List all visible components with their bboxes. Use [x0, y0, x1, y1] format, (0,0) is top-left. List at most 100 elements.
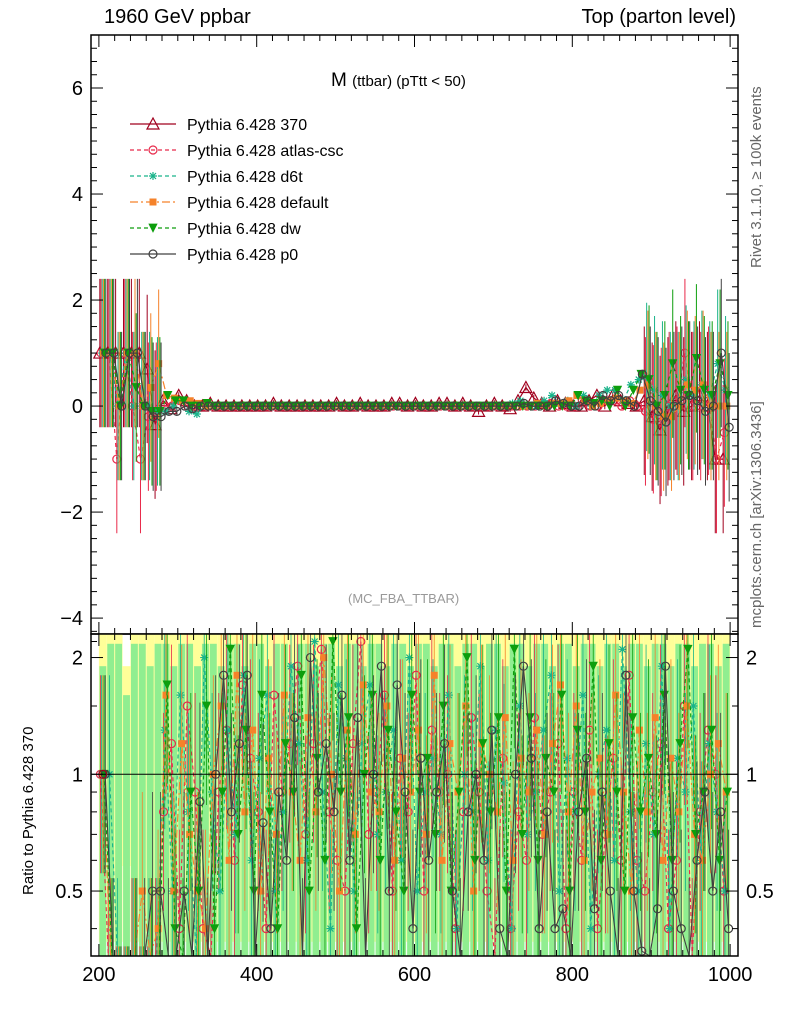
data-point [171, 396, 181, 406]
data-point [138, 887, 146, 895]
data-point [353, 713, 363, 723]
data-point [596, 855, 606, 866]
data-point [644, 375, 654, 385]
data-point [462, 702, 470, 710]
band-green [162, 643, 170, 956]
band-green [557, 643, 564, 956]
data-point [628, 385, 638, 396]
data-point [194, 886, 204, 896]
series-main-5 [101, 278, 734, 502]
data-point [683, 702, 691, 710]
data-point [501, 886, 512, 896]
data-point [645, 396, 655, 406]
data-point [564, 886, 575, 896]
data-point [644, 381, 652, 389]
data-point [589, 402, 597, 410]
data-point [156, 412, 166, 422]
data-point [628, 713, 638, 723]
data-point [722, 787, 733, 797]
legend-marker [148, 223, 158, 233]
data-point [320, 654, 328, 662]
data-point [462, 653, 472, 663]
data-point [379, 690, 390, 700]
data-point [637, 393, 652, 407]
data-point [660, 391, 670, 401]
data-point [170, 924, 180, 934]
legend-marker [148, 249, 158, 259]
data-point [517, 754, 525, 762]
series-main-2 [98, 278, 730, 486]
series-ratio-4 [100, 634, 734, 957]
data-point [422, 753, 433, 764]
data-point [550, 396, 561, 406]
data-point [699, 385, 709, 396]
data-point [547, 391, 556, 400]
data-point [612, 385, 623, 396]
data-point [186, 787, 196, 797]
data-point [249, 726, 257, 734]
series-line [103, 641, 728, 957]
data-point [186, 830, 194, 838]
data-point [618, 645, 627, 654]
data-point [140, 401, 150, 411]
data-point [257, 887, 265, 895]
data-point [602, 726, 611, 735]
data-point [605, 886, 615, 896]
data-point [180, 401, 190, 411]
data-point [518, 380, 533, 394]
data-point [454, 787, 464, 797]
data-point [596, 754, 604, 762]
data-point [603, 386, 612, 395]
data-point [162, 680, 172, 690]
data-point [677, 396, 687, 406]
data-point [555, 887, 564, 896]
chart-title: M (ttbar) (pTtt < 50) [331, 70, 466, 92]
data-point [621, 670, 631, 680]
data-point [343, 713, 354, 723]
data-point [178, 396, 189, 406]
ratio-y-axis: 0.5 0.5 1 1 2 2 [55, 640, 774, 930]
data-point [201, 701, 212, 711]
data-point [637, 946, 647, 956]
series-line [102, 657, 727, 957]
data-point [519, 398, 529, 409]
data-point [304, 714, 312, 722]
data-point [629, 401, 640, 411]
legend-marker [145, 116, 161, 130]
data-point [132, 348, 142, 358]
data-point [329, 807, 339, 817]
main-panel: −4 −2 0 2 4 6 [60, 34, 739, 635]
data-point [643, 808, 651, 816]
data-point [392, 680, 402, 690]
data-point [518, 661, 529, 671]
data-point [226, 807, 237, 817]
data-point [302, 856, 311, 865]
data-point [620, 886, 630, 896]
data-point [263, 691, 272, 700]
data-point [287, 662, 296, 671]
legend-label: Pythia 6.428 p0 [187, 247, 298, 264]
data-point [258, 818, 268, 828]
data-point [653, 406, 663, 416]
data-point [550, 924, 560, 934]
data-point [511, 401, 521, 411]
data-point [540, 396, 549, 405]
data-point [359, 681, 367, 689]
data-point [312, 753, 322, 764]
data-point [391, 856, 399, 864]
data-point [178, 740, 186, 748]
data-point [523, 830, 532, 839]
data-point [356, 636, 366, 647]
y-tick-label: 0.5 [55, 881, 83, 903]
x-tick-label: 800 [556, 964, 589, 986]
band-green [612, 643, 620, 956]
legend-entry-5: Pythia 6.428 p0 [130, 247, 298, 264]
band-green [154, 643, 162, 956]
data-point [597, 787, 607, 797]
data-point [586, 924, 595, 933]
data-point [147, 406, 157, 417]
data-point [247, 856, 256, 865]
y-tick-label: −4 [60, 608, 83, 630]
data-point [407, 788, 415, 796]
data-point [698, 856, 706, 864]
